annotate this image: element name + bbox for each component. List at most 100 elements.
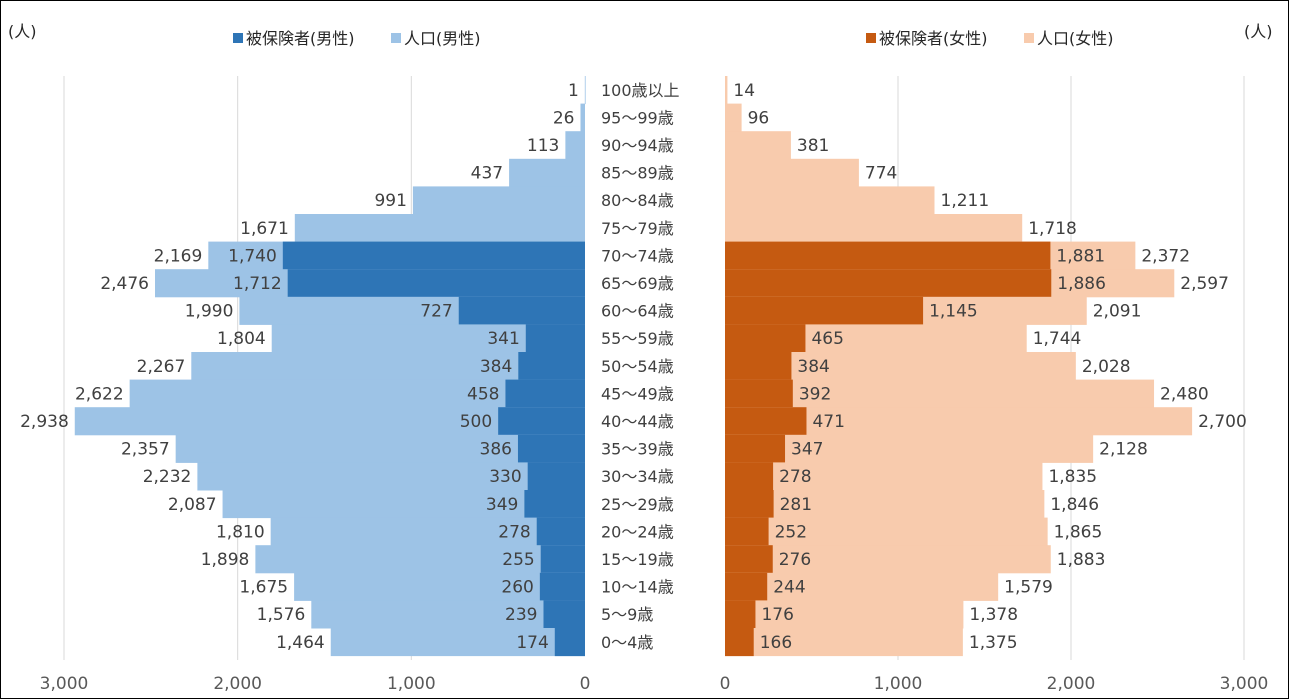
bars — [74, 76, 1193, 657]
bar-male-insured — [518, 352, 585, 381]
bar-female-population — [725, 628, 963, 657]
x-tick-left: 3,000 — [40, 674, 89, 694]
age-category-label: 5～9歳 — [601, 605, 653, 624]
bar-female-population — [725, 158, 859, 187]
bar-female-population — [725, 462, 1043, 491]
bar-female-insured — [725, 434, 786, 463]
bar-female-population — [725, 545, 1051, 574]
age-category-label: 75～79歳 — [601, 219, 674, 238]
bar-female-insured — [725, 296, 924, 325]
bar-female-insured — [725, 462, 774, 491]
bar-female-population — [725, 186, 935, 215]
legend-swatch — [391, 33, 401, 43]
age-category-label: 40～44歳 — [601, 412, 674, 431]
age-category-label: 95～99歳 — [601, 108, 674, 127]
age-category-label: 65～69歳 — [601, 274, 674, 293]
bar-female-insured — [725, 407, 807, 436]
x-tick-right: 1,000 — [874, 674, 923, 694]
label-female-insured: 281 — [780, 495, 812, 515]
label-male-insured: 384 — [480, 357, 512, 377]
data-labels: 1 14 100歳以上 26 96 95～99歳 113 381 90～94歳 437 774 85～… — [20, 81, 1247, 653]
bar-female-insured — [725, 517, 769, 546]
label-female-insured: 1,881 — [1056, 246, 1105, 266]
bar-female-insured — [725, 490, 774, 519]
label-male-insured: 458 — [467, 384, 499, 404]
x-tick-left: 1,000 — [387, 674, 436, 694]
unit-label-right: (人) — [1244, 22, 1273, 41]
age-category-label: 0～4歳 — [601, 633, 653, 652]
label-female-population: 1,579 — [1004, 578, 1053, 598]
bar-female-insured — [725, 600, 756, 629]
label-male-population: 2,622 — [75, 384, 124, 404]
label-male-population: 437 — [471, 164, 503, 184]
label-male-population: 2,267 — [137, 357, 186, 377]
bar-male-population — [509, 158, 585, 187]
label-male-population: 1,898 — [201, 550, 250, 570]
label-female-insured: 347 — [791, 440, 823, 460]
label-male-insured: 255 — [502, 550, 534, 570]
bar-male-population — [270, 517, 585, 546]
bar-female-insured — [725, 572, 768, 601]
label-female-population: 1,378 — [969, 605, 1018, 625]
bar-male-insured — [524, 490, 585, 519]
label-male-insured: 260 — [501, 578, 533, 598]
label-female-population: 2,372 — [1141, 246, 1190, 266]
label-male-population: 2,087 — [168, 495, 217, 515]
label-female-insured: 392 — [799, 384, 831, 404]
label-male-population: 2,169 — [154, 246, 203, 266]
age-category-label: 15～19歳 — [601, 550, 674, 569]
bar-female-insured — [725, 324, 806, 353]
age-category-label: 55～59歳 — [601, 329, 674, 348]
label-female-insured: 1,886 — [1057, 274, 1106, 294]
bar-male-insured — [543, 600, 585, 629]
bar-female-population — [725, 76, 728, 105]
age-category-label: 100歳以上 — [601, 81, 680, 100]
age-category-label: 25～29歳 — [601, 495, 674, 514]
label-male-insured: 239 — [505, 605, 537, 625]
label-male-population: 991 — [374, 191, 406, 211]
label-male-insured: 349 — [486, 495, 518, 515]
label-female-population: 2,597 — [1180, 274, 1229, 294]
x-tick-right: 3,000 — [1220, 674, 1269, 694]
label-female-population: 2,128 — [1099, 440, 1148, 460]
label-female-population: 1,865 — [1054, 522, 1103, 542]
label-male-insured: 386 — [480, 440, 512, 460]
label-female-population: 1,718 — [1028, 219, 1077, 239]
bar-male-population — [294, 214, 585, 243]
bar-female-population — [725, 600, 964, 629]
bar-female-insured — [725, 545, 773, 574]
x-tick-right: 0 — [720, 674, 731, 694]
axes: 3,000 2,000 1,000 0 0 1,000 2,000 3,000 — [40, 674, 1269, 694]
label-female-population: 2,700 — [1198, 412, 1247, 432]
x-tick-right: 2,000 — [1047, 674, 1096, 694]
x-tick-left: 0 — [580, 674, 591, 694]
bar-male-insured — [458, 296, 585, 325]
bar-male-population — [175, 434, 585, 463]
bar-female-population — [725, 103, 742, 132]
bar-male-insured — [517, 434, 585, 463]
age-category-label: 20～24歳 — [601, 522, 674, 541]
bar-male-insured — [505, 379, 585, 408]
label-female-population: 1,835 — [1048, 467, 1097, 487]
label-female-population: 1,883 — [1057, 550, 1106, 570]
unit-label-left: (人) — [8, 22, 37, 41]
legend-swatch — [866, 33, 876, 43]
bar-male-insured — [287, 269, 585, 298]
label-male-insured: 500 — [460, 412, 492, 432]
label-female-population: 1,744 — [1033, 329, 1082, 349]
bar-male-population — [565, 131, 585, 160]
label-male-population: 2,938 — [20, 412, 69, 432]
label-male-insured: 727 — [420, 302, 452, 322]
bar-female-insured — [725, 352, 792, 381]
bar-male-insured — [539, 572, 585, 601]
bar-female-population — [725, 434, 1094, 463]
label-male-population: 1,990 — [185, 302, 234, 322]
bar-male-population — [330, 628, 585, 657]
bar-female-population — [725, 131, 791, 160]
label-female-population: 96 — [748, 108, 770, 128]
label-female-population: 381 — [797, 136, 829, 156]
bar-female-population — [725, 490, 1045, 519]
bar-male-insured — [282, 241, 585, 270]
